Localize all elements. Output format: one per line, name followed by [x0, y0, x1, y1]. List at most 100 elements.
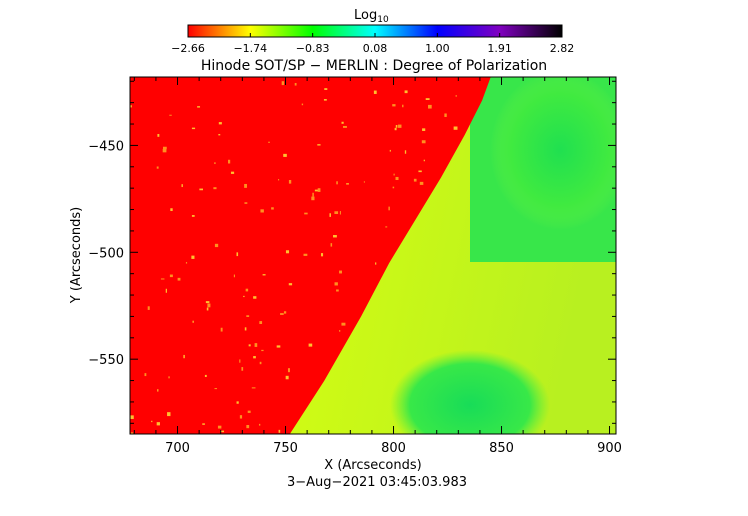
- disk-speckle: [413, 178, 417, 182]
- disk-speckle: [177, 277, 181, 281]
- disk-speckle: [220, 430, 225, 433]
- disk-speckle: [425, 98, 430, 100]
- disk-speckle: [276, 345, 281, 348]
- disk-speckle: [168, 376, 170, 379]
- disk-speckle: [156, 166, 159, 169]
- disk-speckle: [192, 320, 194, 323]
- solar-disk-region: [130, 77, 491, 434]
- disk-speckle: [206, 307, 209, 311]
- disk-speckle: [157, 389, 159, 392]
- colorbar-tick-label: −0.83: [296, 42, 330, 55]
- disk-speckle: [230, 171, 235, 174]
- disk-speckle: [191, 127, 196, 130]
- disk-speckle: [278, 179, 280, 181]
- timestamp: 3−Aug−2021 03:45:03.983: [287, 475, 467, 490]
- disk-speckle: [308, 343, 313, 347]
- disk-speckle: [130, 105, 132, 108]
- disk-speckle: [170, 208, 173, 212]
- disk-speckle: [421, 140, 426, 144]
- disk-speckle: [388, 206, 390, 211]
- disk-speckle: [373, 90, 377, 94]
- disk-speckle: [147, 306, 150, 310]
- y-axis: −450 −500 −550: [88, 80, 616, 424]
- disk-speckle: [214, 243, 219, 248]
- disk-speckle: [245, 288, 249, 292]
- disk-speckle: [260, 209, 264, 213]
- disk-speckle: [294, 83, 297, 86]
- disk-speckle: [392, 104, 396, 107]
- disk-speckle: [395, 176, 399, 181]
- colorbar-ticks: −2.66 −1.74 −0.83 0.08 1.00 1.91 2.82: [171, 33, 574, 55]
- disk-speckle: [341, 121, 344, 124]
- disk-speckle: [204, 374, 207, 377]
- disk-speckle: [218, 134, 221, 136]
- disk-speckle: [162, 146, 167, 150]
- disk-speckle: [428, 104, 432, 109]
- disk-speckle: [236, 252, 239, 257]
- disk-speckle: [144, 373, 147, 377]
- disk-speckle: [395, 125, 398, 128]
- disk-speckle: [253, 296, 257, 299]
- disk-speckle: [418, 170, 422, 173]
- disk-speckle: [283, 153, 287, 157]
- disk-speckle: [214, 388, 218, 390]
- colorbar-tick-label: −2.66: [171, 42, 205, 55]
- disk-speckle: [227, 159, 231, 164]
- disk-speckle: [199, 188, 204, 191]
- disk-speckle: [251, 387, 256, 389]
- disk-speckle: [287, 368, 290, 373]
- disk-speckle: [157, 133, 160, 137]
- disk-speckle: [243, 295, 245, 298]
- y-tick-label: −500: [88, 246, 124, 261]
- disk-speckle: [191, 255, 195, 259]
- disk-speckle: [285, 250, 290, 254]
- x-axis: 700 750 800 850 900: [133, 77, 622, 456]
- disk-speckle: [311, 196, 315, 201]
- disk-speckle: [334, 282, 338, 286]
- disk-speckle: [191, 215, 195, 217]
- disk-speckle: [404, 150, 407, 154]
- disk-speckle: [244, 183, 247, 188]
- x-tick-label: 700: [165, 441, 190, 456]
- disk-speckle: [303, 253, 308, 256]
- disk-speckle: [404, 90, 408, 94]
- disk-speckle: [392, 186, 395, 189]
- disk-speckle: [419, 181, 424, 185]
- disk-speckle: [160, 278, 165, 280]
- colorbar: Log10 −2.66 −1.74 −0.83 0.08 1.00 1.91 2.82: [171, 8, 574, 55]
- disk-speckle: [281, 81, 285, 86]
- disk-speckle: [151, 420, 153, 423]
- disk-speckle: [169, 274, 173, 278]
- disk-speckle: [165, 288, 167, 293]
- disk-speckle: [422, 128, 426, 131]
- y-tick-label: −450: [88, 139, 124, 154]
- plot-frame: [129, 76, 617, 435]
- disk-speckle: [169, 114, 172, 116]
- disk-speckle: [259, 321, 263, 324]
- disk-speckle: [244, 327, 247, 331]
- disk-speckle: [213, 187, 217, 190]
- disk-speckle: [248, 344, 251, 347]
- chart-title: Hinode SOT/SP − MERLIN : Degree of Polar…: [201, 58, 547, 74]
- x-tick-label: 800: [381, 441, 406, 456]
- disk-speckle: [183, 354, 185, 359]
- disk-speckle: [393, 173, 395, 176]
- disk-speckle: [261, 349, 264, 352]
- disk-speckle: [317, 188, 321, 192]
- disk-speckle: [336, 181, 338, 185]
- disk-speckle: [236, 401, 239, 404]
- disk-speckle: [320, 253, 324, 257]
- disk-speckle: [130, 432, 134, 434]
- disk-speckle: [259, 361, 262, 365]
- disk-speckle: [162, 148, 167, 153]
- disk-speckle: [283, 311, 287, 314]
- disk-speckle: [205, 301, 210, 304]
- disk-speckle: [218, 122, 222, 125]
- disk-speckle: [301, 103, 304, 106]
- disk-speckle: [202, 423, 205, 425]
- disk-speckle: [268, 141, 270, 143]
- disk-speckle: [262, 274, 266, 276]
- disk-speckle: [244, 202, 248, 204]
- disk-speckle: [220, 327, 223, 332]
- upper-right-green-core: [490, 77, 616, 230]
